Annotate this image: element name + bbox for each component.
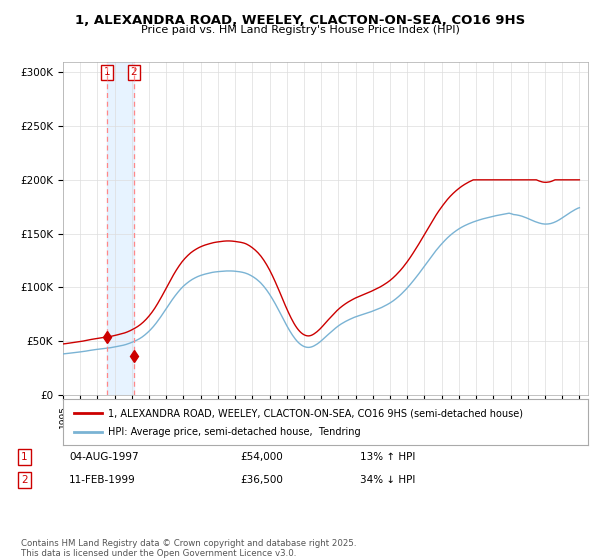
Text: 2: 2 bbox=[21, 475, 28, 485]
Text: Price paid vs. HM Land Registry's House Price Index (HPI): Price paid vs. HM Land Registry's House … bbox=[140, 25, 460, 35]
Bar bbox=[107, 62, 134, 395]
Text: HPI: Average price, semi-detached house,  Tendring: HPI: Average price, semi-detached house,… bbox=[107, 427, 360, 437]
Text: 1: 1 bbox=[104, 67, 111, 77]
Text: 13% ↑ HPI: 13% ↑ HPI bbox=[360, 452, 415, 462]
Text: 2: 2 bbox=[130, 67, 137, 77]
Text: 1, ALEXANDRA ROAD, WEELEY, CLACTON-ON-SEA, CO16 9HS: 1, ALEXANDRA ROAD, WEELEY, CLACTON-ON-SE… bbox=[75, 14, 525, 27]
Text: 1: 1 bbox=[21, 452, 28, 462]
Text: £36,500: £36,500 bbox=[240, 475, 283, 485]
Text: 1, ALEXANDRA ROAD, WEELEY, CLACTON-ON-SEA, CO16 9HS (semi-detached house): 1, ALEXANDRA ROAD, WEELEY, CLACTON-ON-SE… bbox=[107, 408, 523, 418]
Text: 04-AUG-1997: 04-AUG-1997 bbox=[69, 452, 139, 462]
Text: £54,000: £54,000 bbox=[240, 452, 283, 462]
Text: 34% ↓ HPI: 34% ↓ HPI bbox=[360, 475, 415, 485]
Text: 11-FEB-1999: 11-FEB-1999 bbox=[69, 475, 136, 485]
Text: Contains HM Land Registry data © Crown copyright and database right 2025.
This d: Contains HM Land Registry data © Crown c… bbox=[21, 539, 356, 558]
